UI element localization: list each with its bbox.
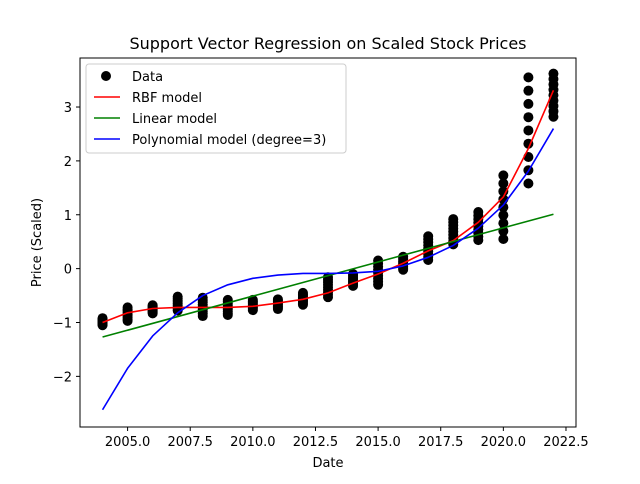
legend-label-rbf: RBF model [132,91,202,106]
data-point [122,302,133,313]
data-point [473,207,484,218]
data-point [498,234,509,244]
y-tick-label: 2 [64,155,72,170]
data-point [523,125,534,136]
data-point [523,72,534,83]
legend-label-linear: Linear model [132,112,217,127]
data-point [498,210,509,221]
x-axis-ticks: 2005.0 2007.5 2010.0 2012.5 2015.0 2017.5 2020… [105,427,589,450]
linear-model-line [102,213,554,338]
x-axis-label: Date [312,456,343,471]
data-point [523,98,534,109]
data-point [498,178,509,189]
data-point [172,291,183,302]
legend-frame [85,63,347,154]
data-point [498,218,509,229]
x-tick-label: 2015.0 [355,435,401,450]
legend-label-data: Data [132,70,163,85]
rbf-model-line [102,90,555,324]
y-tick-label: 3 [64,101,72,116]
x-tick-label: 2012.5 [293,435,339,450]
polynomial-model-line [101,128,555,411]
x-tick-label: 2022.5 [543,435,589,450]
x-tick-label: 2010.0 [230,435,276,450]
data-point [297,287,308,298]
x-tick-label: 2007.5 [167,435,213,450]
x-tick-label: 2017.5 [418,435,464,450]
x-tick-label: 2020.0 [481,435,527,450]
legend-label-polynomial: Polynomial model (degree=3) [132,133,326,148]
y-axis-label: Price (Scaled) [30,198,45,287]
data-point [498,202,509,213]
data-point [448,214,459,225]
y-tick-label: 1 [64,209,72,224]
y-tick-label: −1 [53,316,72,331]
legend-marker-data [101,71,111,81]
plot-area-frame [79,57,577,428]
data-point [523,85,534,96]
legend: Data RBF model Linear model Polynomial m… [85,63,347,154]
data-point [548,68,559,79]
chart-title: Support Vector Regression on Scaled Stoc… [129,34,526,53]
data-point [523,112,534,123]
data-point [423,231,434,242]
y-tick-label: 0 [64,263,72,278]
plot-data [97,68,559,411]
x-tick-label: 2005.0 [105,435,151,450]
y-tick-label: −2 [53,370,72,385]
axes [79,57,577,428]
y-axis-ticks: −2 −1 0 1 2 3 [53,101,80,385]
data-point [272,294,283,305]
data-point [498,170,509,181]
data-point [348,269,359,280]
data-point [523,178,534,189]
